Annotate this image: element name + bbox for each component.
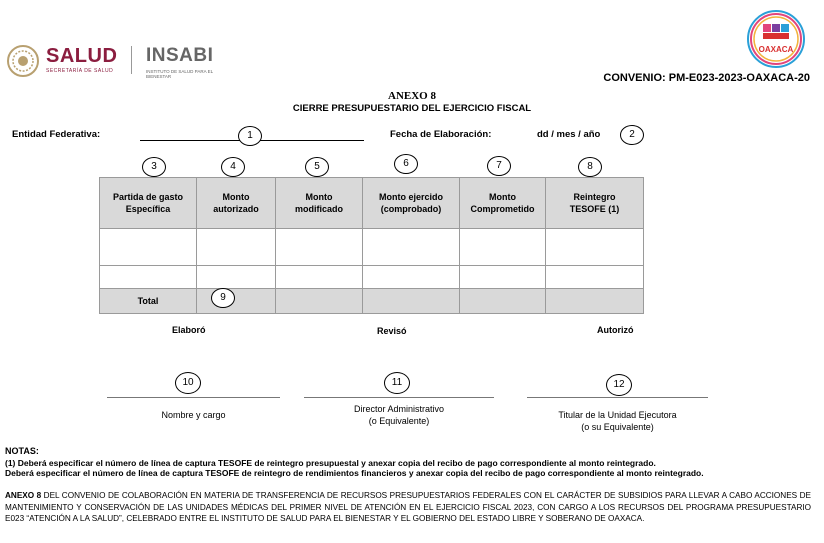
cierre-table: Partida de gasto Específica Monto autoriza… xyxy=(99,177,644,314)
table-row xyxy=(99,265,644,289)
signature-line-autorizo[interactable] xyxy=(527,397,708,398)
signature-line-elaboro[interactable] xyxy=(107,397,280,398)
reviso-label: Revisó xyxy=(377,326,407,336)
header-monto-modificado: Monto modificado xyxy=(275,177,363,229)
signature-caption-elaboro: Nombre y cargo xyxy=(161,410,226,420)
table-total-row: Total xyxy=(99,288,644,314)
header-partida: Partida de gasto Específica xyxy=(99,177,197,229)
autorizo-label: Autorizó xyxy=(597,325,634,335)
marker-2: 2 xyxy=(620,125,644,145)
header-monto-ejercido: Monto ejercido (comprobado) xyxy=(362,177,460,229)
marker-8: 8 xyxy=(578,157,602,177)
table-cell[interactable] xyxy=(99,265,197,289)
table-cell[interactable] xyxy=(99,228,197,266)
table-row xyxy=(99,228,644,266)
table-cell[interactable] xyxy=(275,228,363,266)
table-cell[interactable] xyxy=(459,228,546,266)
table-cell[interactable] xyxy=(362,228,460,266)
salud-logo: SALUD SECRETARÍA DE SALUD xyxy=(6,44,126,80)
anexo-legal-paragraph: ANEXO 8 DEL CONVENIO DE COLABORACIÓN EN … xyxy=(5,490,811,525)
total-cell[interactable] xyxy=(545,288,644,314)
marker-4: 4 xyxy=(221,157,245,177)
signature-caption-autorizo: Titular de la Unidad Ejecutora (o su Equi… xyxy=(558,410,677,432)
total-cell[interactable] xyxy=(362,288,460,314)
table-header-row: Partida de gasto Específica Monto autoriza… xyxy=(99,177,644,229)
marker-1: 1 xyxy=(238,126,262,146)
marker-12: 12 xyxy=(606,374,632,396)
table-cell[interactable] xyxy=(362,265,460,289)
marker-9: 9 xyxy=(211,288,235,308)
mexico-emblem-icon xyxy=(7,45,39,77)
table-cell[interactable] xyxy=(545,228,644,266)
insabi-logo-subtitle: INSTITUTO DE SALUD PARA EL BIENESTAR xyxy=(146,69,213,79)
note-2: Deberá especificar el número de línea de… xyxy=(5,468,704,478)
note-1: (1) Deberá especificar el número de líne… xyxy=(5,458,656,468)
fecha-label: Fecha de Elaboración: xyxy=(390,129,492,140)
anexo-text: DEL CONVENIO DE COLABORACIÓN EN MATERIA … xyxy=(5,491,811,523)
salud-logo-subtitle: SECRETARÍA DE SALUD xyxy=(46,68,114,74)
signature-line-reviso[interactable] xyxy=(304,397,494,398)
marker-10: 10 xyxy=(175,372,201,394)
notes-title: NOTAS: xyxy=(5,446,39,456)
header-reintegro-tesofe: Reintegro TESOFE (1) xyxy=(545,177,644,229)
table-cell[interactable] xyxy=(196,265,276,289)
signature-caption-reviso: Director Administrativo (o Equivalente) xyxy=(353,404,445,426)
marker-5: 5 xyxy=(305,157,329,177)
anexo-title: ANEXO 8 xyxy=(388,90,436,102)
elaboro-label: Elaboró xyxy=(172,325,206,335)
total-cell[interactable] xyxy=(459,288,546,314)
logo-divider xyxy=(131,46,132,74)
convenio-number: CONVENIO: PM-E023-2023-OAXACA-20 xyxy=(603,72,810,84)
document-subtitle: CIERRE PRESUPUESTARIO DEL EJERCICIO FISC… xyxy=(292,103,532,114)
table-cell[interactable] xyxy=(196,228,276,266)
oaxaca-emblem-icon: OAXACA xyxy=(747,10,805,68)
total-cell[interactable] xyxy=(196,288,276,314)
salud-logo-text: SALUD xyxy=(46,45,118,67)
total-cell[interactable] xyxy=(275,288,363,314)
marker-6: 6 xyxy=(394,154,418,174)
table-cell[interactable] xyxy=(275,265,363,289)
header-monto-comprometido: Monto Comprometido xyxy=(459,177,546,229)
marker-3: 3 xyxy=(142,157,166,177)
entidad-label: Entidad Federativa: xyxy=(12,129,101,140)
total-label: Total xyxy=(99,288,197,314)
anexo-lead: ANEXO 8 xyxy=(5,491,42,500)
header-monto-autorizado: Monto autorizado xyxy=(196,177,276,229)
oaxaca-logo-text: OAXACA xyxy=(759,45,794,54)
table-cell[interactable] xyxy=(459,265,546,289)
marker-11: 11 xyxy=(384,372,410,394)
marker-7: 7 xyxy=(487,156,511,176)
insabi-logo-text: INSABI xyxy=(146,45,214,66)
table-cell[interactable] xyxy=(545,265,644,289)
fecha-value[interactable]: dd / mes / año xyxy=(537,129,601,140)
oaxaca-logo: OAXACA xyxy=(744,10,808,70)
